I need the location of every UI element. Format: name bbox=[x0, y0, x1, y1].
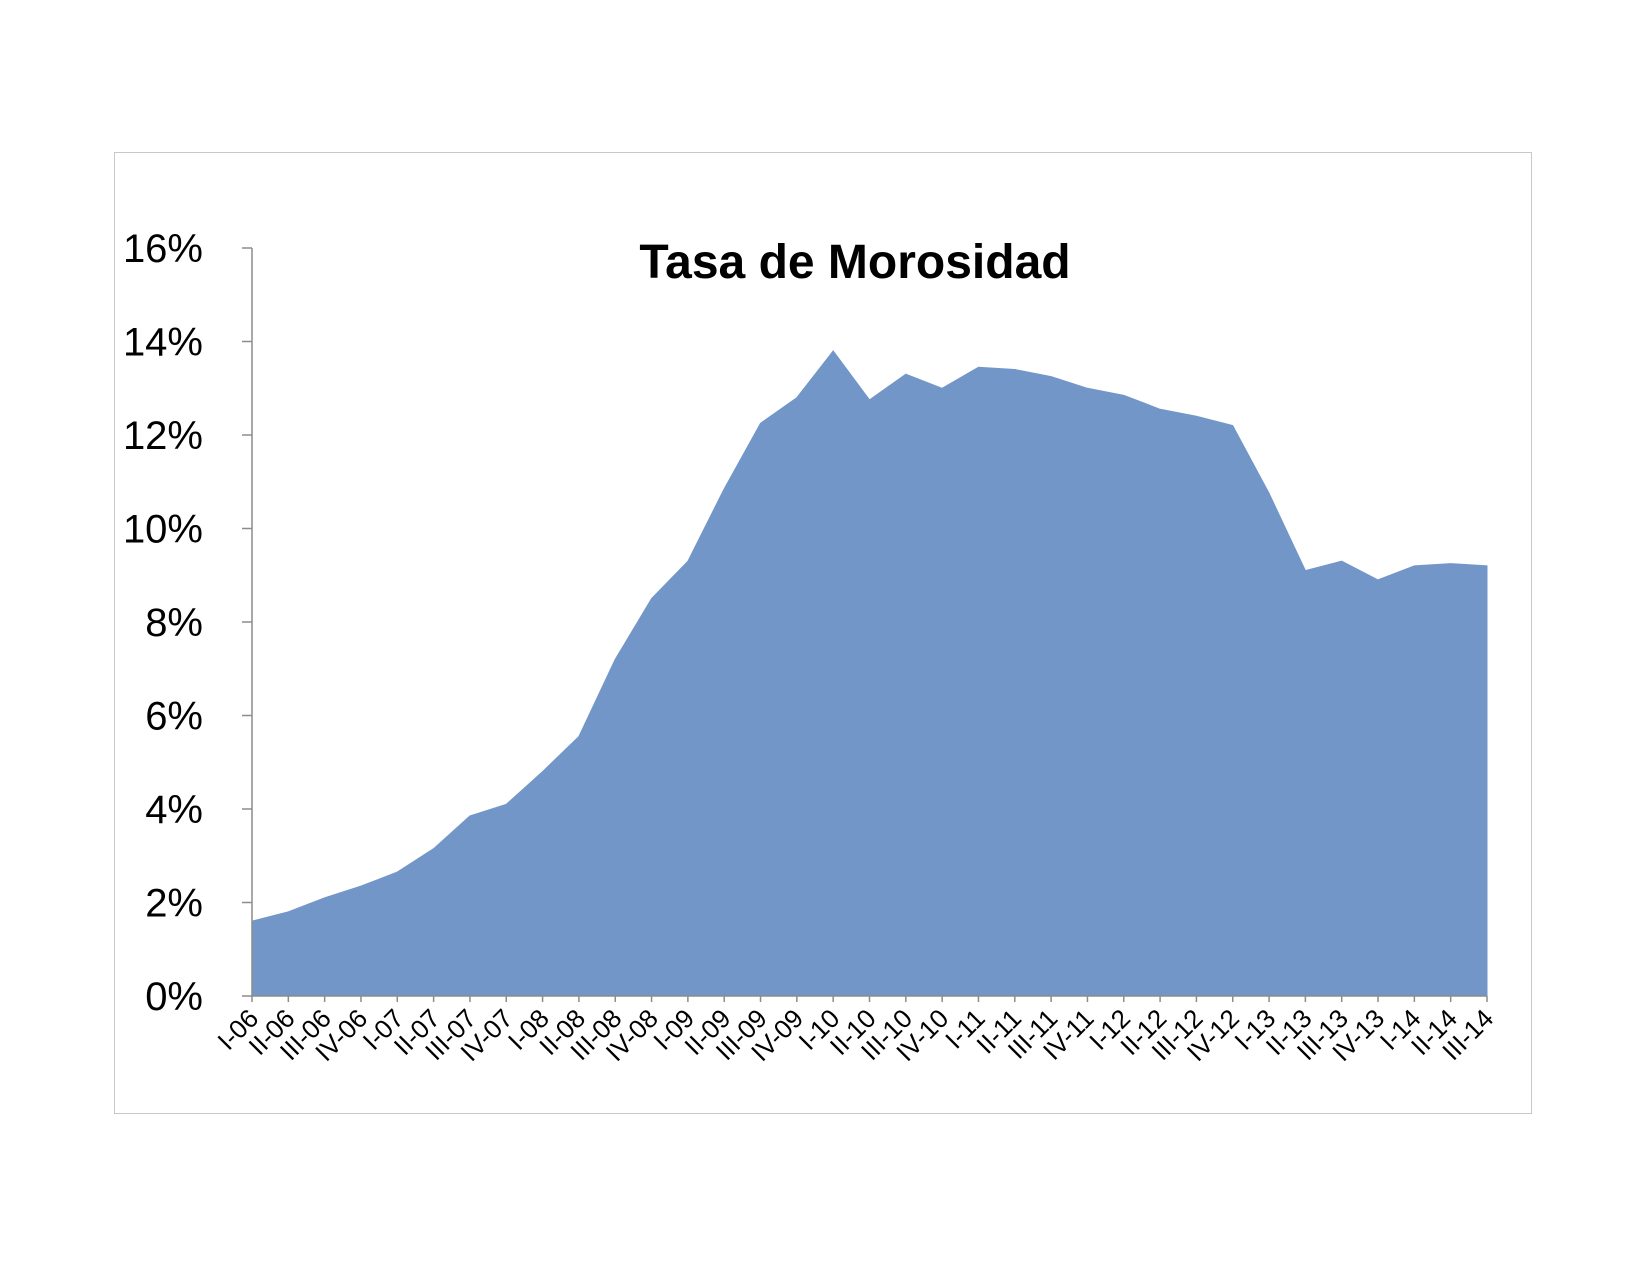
y-tick-label: 2% bbox=[145, 882, 203, 926]
chart-title: Tasa de Morosidad bbox=[639, 236, 1070, 289]
y-tick-label: 0% bbox=[145, 975, 203, 1019]
y-tick-label: 10% bbox=[123, 508, 203, 552]
y-tick-label: 8% bbox=[145, 601, 203, 645]
y-tick-labels: 0% 2% 4% 6% 8% 10% 12% 14% 16% bbox=[123, 227, 203, 1019]
y-tick-label: 12% bbox=[123, 414, 203, 458]
area-series bbox=[251, 350, 1488, 997]
y-tick-label: 14% bbox=[123, 321, 203, 365]
x-tick-labels: I-06II-06III-06IV-06I-07II-07III-07IV-07… bbox=[211, 1003, 1499, 1067]
y-tick-label: 16% bbox=[123, 227, 203, 271]
y-tick-label: 6% bbox=[145, 695, 203, 739]
axis-layer bbox=[242, 247, 1488, 1002]
y-tick-label: 4% bbox=[145, 788, 203, 832]
area-layer bbox=[251, 350, 1488, 997]
